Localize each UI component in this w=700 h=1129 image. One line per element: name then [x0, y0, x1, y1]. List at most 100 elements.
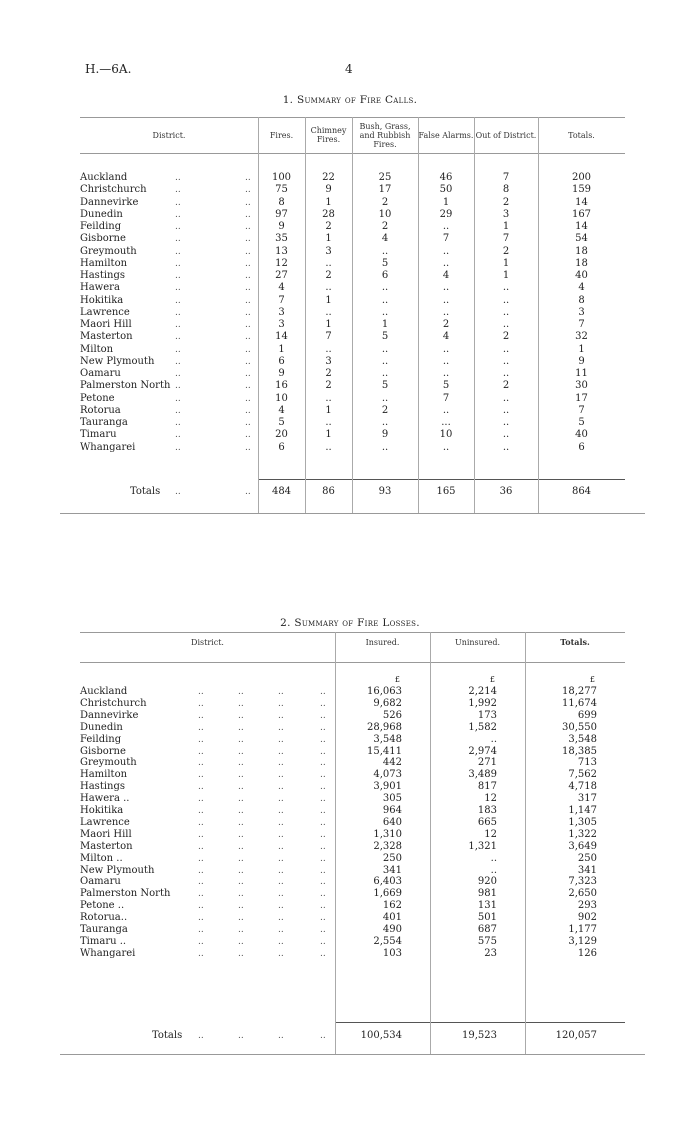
table-row: Auckland.... 100 22 25 46 7 200	[80, 172, 625, 184]
leader-dots: ..	[198, 889, 204, 900]
table-row: Dunedin.... 97 28 10 29 3 167	[80, 209, 625, 221]
cell-value: ..	[381, 294, 389, 306]
table-row: Masterton........ 2,328 1,321 3,649	[80, 841, 625, 853]
leader-dots: ..	[245, 381, 251, 392]
cell-value: 271	[477, 757, 497, 769]
leader-dots: ..	[320, 877, 326, 888]
district-name: Christchurch	[80, 697, 147, 709]
leader-dots: ..	[278, 806, 284, 816]
table-row: Whangarei.... 6........ 6	[80, 442, 625, 454]
leader-dots: ..	[175, 320, 181, 330]
currency-symbol: £	[589, 675, 595, 684]
leader-dots: ..	[238, 734, 244, 745]
cell-value: 687	[477, 924, 497, 935]
cell-value: 1,322	[568, 828, 597, 840]
cell-value: ..	[502, 355, 510, 367]
leader-dots: ..	[175, 381, 181, 392]
table2-title-text: Summary of Fire Losses.	[294, 617, 420, 629]
leader-dots: ..	[278, 734, 284, 745]
cell-value: ..	[381, 441, 389, 453]
cell-value: 167	[571, 208, 592, 220]
leader-dots: ..	[175, 283, 181, 294]
cell-value: 3	[278, 319, 285, 330]
district-name: Lawrence	[80, 816, 130, 828]
cell-value: 16,063	[367, 686, 402, 697]
cell-value: ..	[325, 417, 332, 428]
column-header: Uninsured.	[454, 637, 501, 647]
column-header-district: District.	[191, 637, 224, 647]
leader-dots: ..	[238, 794, 244, 805]
cell-value: 10	[378, 208, 392, 220]
leader-dots: ..	[175, 356, 181, 367]
leader-dots: ..	[320, 948, 326, 959]
cell-value: ..	[502, 294, 510, 306]
cell-value: 15,411	[367, 745, 402, 757]
cell-value: 5	[278, 417, 285, 428]
cell-value: 484	[271, 486, 292, 497]
district-name: Hastings	[80, 270, 126, 281]
table1-title-text: Summary of Fire Calls.	[296, 94, 418, 106]
column-divider	[305, 117, 306, 513]
table-row: Greymouth.... 13 3.... 2 18	[80, 246, 625, 258]
district-name: Tauranga	[80, 417, 128, 428]
table-row: Christchurch.... 75 9 17 50 8 159	[80, 184, 625, 196]
cell-value: 11	[575, 368, 588, 379]
cell-value: 4,718	[568, 781, 597, 793]
cell-value: 713	[577, 757, 597, 769]
cell-value: 7	[578, 404, 585, 416]
leader-dots: ..	[175, 307, 181, 318]
column-header: Chimney Fires.	[310, 126, 347, 144]
cell-value: 401	[382, 912, 402, 924]
cell-value: 7	[442, 233, 450, 245]
leader-dots: ..	[238, 829, 244, 840]
cell-value: ..	[502, 392, 510, 404]
table1-title: 1. Summary of Fire Calls.	[0, 94, 700, 106]
cell-value: ..	[502, 343, 510, 355]
district-name: Auckland	[80, 172, 128, 183]
cell-value: ..	[325, 392, 332, 404]
cell-value: 3,901	[373, 781, 402, 793]
table-row: New Plymouth........ 341.. 341	[80, 865, 625, 877]
cell-value: 28	[322, 208, 335, 220]
cell-value: 665	[477, 816, 497, 828]
cell-value: 5	[381, 380, 389, 392]
cell-value: 2	[381, 196, 389, 208]
cell-value: 3,129	[568, 935, 597, 947]
district-name: Rotorua..	[80, 912, 128, 924]
leader-dots: ..	[198, 913, 204, 924]
leader-dots: ..	[238, 1031, 244, 1041]
cell-value: 1	[325, 196, 332, 208]
table-row: Hawera.... 4........ 4	[80, 282, 625, 294]
leader-dots: ..	[278, 901, 284, 912]
cell-value: 103	[382, 947, 402, 959]
leader-dots: ..	[175, 222, 181, 232]
table-row: Palmerston North.... 16 2 5 5 2 30	[80, 380, 625, 392]
cell-value: 18	[575, 257, 588, 269]
table-row: Oamaru........ 6,403 920 7,323	[80, 876, 625, 888]
cell-value: ..	[381, 343, 389, 355]
table-row: Masterton.... 14 7 5 4 2 32	[80, 331, 625, 343]
leader-dots: ..	[278, 698, 284, 709]
district-name: Whangarei	[80, 947, 136, 959]
cell-value: 159	[571, 184, 592, 196]
cell-value: 9	[578, 355, 585, 367]
cell-value: 12	[275, 257, 288, 269]
totals-label: Totals	[152, 1030, 183, 1041]
table-row: Milton.... 1........ 1	[80, 344, 625, 356]
column-header-district: District.	[152, 130, 186, 140]
cell-value: 317	[577, 793, 597, 805]
leader-dots: ..	[245, 209, 251, 220]
leader-dots: ..	[238, 913, 244, 924]
cell-value: 4,073	[373, 769, 402, 781]
cell-value: 1	[578, 343, 585, 355]
cell-value: 50	[439, 184, 453, 196]
district-name: Hokitika	[80, 294, 124, 306]
table-row: Feilding.... 9 2 2.. 1 14	[80, 221, 625, 233]
cell-value: 6	[278, 355, 285, 367]
cell-value: 11,674	[562, 697, 597, 709]
cell-value: ..	[502, 319, 510, 330]
leader-dots: ..	[198, 710, 204, 721]
column-header: Insured.	[365, 637, 400, 647]
cell-value: 5	[381, 331, 389, 343]
column-divider	[352, 117, 353, 513]
